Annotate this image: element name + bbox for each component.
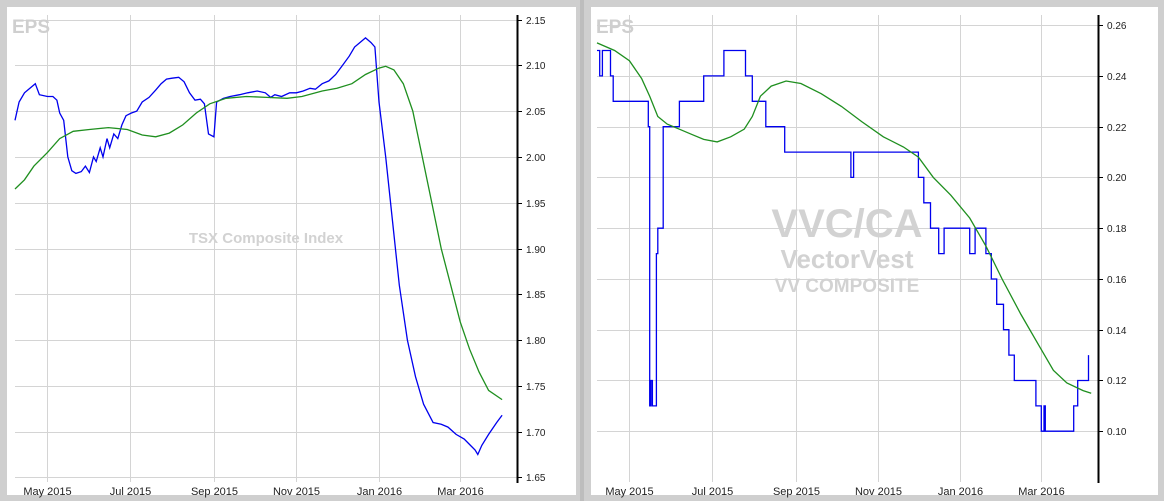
tsx-y-tick-label: 2.05 (526, 107, 546, 118)
vvc-moving-average-line (596, 42, 1092, 394)
vvc-y-tick-label: 0.24 (1107, 72, 1127, 83)
tsx-x-tick-label: Sep 2015 (191, 486, 238, 498)
tsx-series (14, 37, 503, 456)
vvc-chart-title: EPS (596, 17, 634, 38)
tsx-y-tick-label: 1.95 (526, 199, 546, 210)
vvc-eps-line (597, 49, 1090, 432)
vvc-y-axis (1097, 15, 1103, 483)
tsx-y-tick-label: 2.00 (526, 153, 546, 164)
vvc-gridlines (597, 15, 1098, 482)
tsx-y-axis-labels: 1.65 1.70 1.75 1.80 1.85 1.90 1.95 2.00 2.05 2.10… (526, 16, 546, 484)
vvc-y-tick-label: 0.14 (1107, 326, 1127, 337)
tsx-y-axis (516, 15, 522, 483)
tsx-x-tick-label: Jul 2015 (110, 486, 152, 498)
tsx-y-tick-label: 1.90 (526, 245, 546, 256)
vvc-y-axis-labels: 0.10 0.12 0.14 0.16 0.18 0.20 0.22 0.24 0.26 (1107, 21, 1127, 438)
vvc-x-tick-label: Sep 2015 (773, 486, 820, 498)
vvc-watermark-symbol: VVC/CA (771, 202, 922, 246)
vvc-y-tick-label: 0.10 (1107, 427, 1127, 438)
tsx-moving-average-line (14, 65, 503, 401)
tsx-x-tick-label: Nov 2015 (273, 486, 320, 498)
vvc-series (596, 42, 1092, 432)
vvc-y-tick-label: 0.16 (1107, 275, 1127, 286)
vvc-y-tick-label: 0.20 (1107, 173, 1127, 184)
tsx-watermark: TSX Composite Index (189, 230, 344, 247)
tsx-y-tick-label: 1.65 (526, 473, 546, 484)
tsx-y-tick-label: 1.70 (526, 428, 546, 439)
right-chart-background (591, 7, 1158, 495)
tsx-x-tick-label: May 2015 (23, 486, 71, 498)
tsx-y-tick-label: 1.80 (526, 336, 546, 347)
vvc-x-tick-label: Jan 2016 (938, 486, 983, 498)
vvc-y-tick-label: 0.18 (1107, 224, 1127, 235)
tsx-y-tick-label: 2.15 (526, 16, 546, 27)
tsx-x-tick-label: Jan 2016 (357, 486, 402, 498)
tsx-chart-title: EPS (12, 17, 50, 38)
left-chart-background (7, 7, 576, 495)
tsx-gridlines (15, 15, 517, 482)
tsx-x-tick-label: Mar 2016 (437, 486, 483, 498)
tsx-y-tick-label: 1.75 (526, 382, 546, 393)
vvc-y-tick-label: 0.12 (1107, 376, 1127, 387)
tsx-y-tick-label: 1.85 (526, 290, 546, 301)
vvc-x-tick-label: Jul 2015 (692, 486, 734, 498)
vvc-x-tick-label: Nov 2015 (855, 486, 902, 498)
vvc-eps-chart: EPS VVC/CA VectorVest VV COMPOSITE 0.100… (596, 15, 1127, 498)
vvc-y-tick-label: 0.22 (1107, 123, 1127, 134)
vvc-x-tick-label: Mar 2016 (1018, 486, 1064, 498)
vvc-x-axis-labels: May 2015 Jul 2015 Sep 2015 Nov 2015 Jan 2016… (605, 486, 1064, 498)
vvc-x-tick-label: May 2015 (605, 486, 653, 498)
tsx-eps-chart: EPS TSX Composite Index 1.65 1.70 1.75 1.80… (12, 15, 546, 498)
vvc-watermark-vendor: VectorVest (781, 244, 914, 274)
vvc-watermark-index: VV COMPOSITE (775, 276, 920, 297)
vvc-y-tick-label: 0.26 (1107, 21, 1127, 32)
tsx-x-axis-labels: May 2015 Jul 2015 Sep 2015 Nov 2015 Jan 2016… (23, 486, 483, 498)
tsx-y-tick-label: 2.10 (526, 61, 546, 72)
